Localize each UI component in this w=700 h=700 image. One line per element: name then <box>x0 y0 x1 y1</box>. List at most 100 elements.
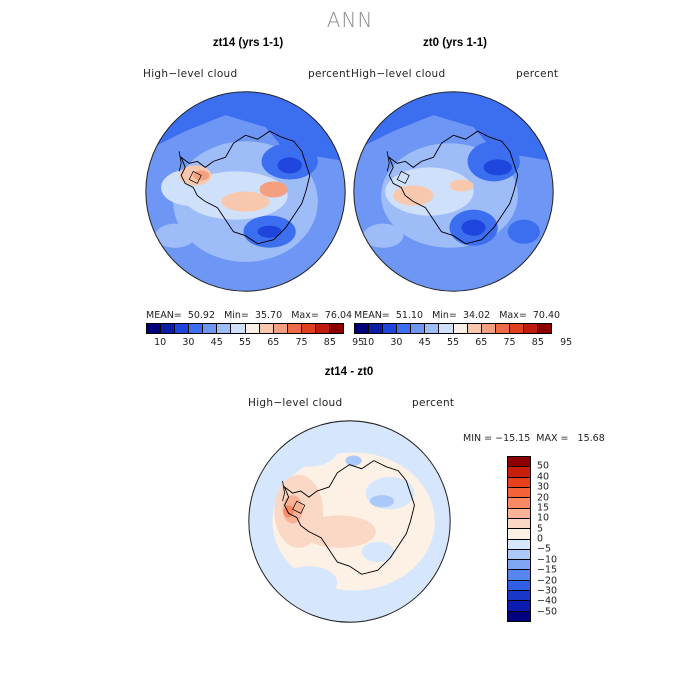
panel-2-colorbar-ticks: 10 30 45 55 65 75 85 95 <box>354 337 572 349</box>
panel-2-title: zt0 (yrs 1-1) <box>423 37 487 49</box>
colorbar-swatch <box>355 324 370 333</box>
colorbar-swatch <box>508 549 530 561</box>
colorbar-swatch <box>161 324 176 333</box>
colorbar-swatch <box>508 457 530 468</box>
colorbar-swatch <box>523 324 539 333</box>
panel-2-colorbar <box>354 323 552 334</box>
colorbar-swatch <box>508 611 530 621</box>
colorbar-swatch <box>495 324 510 333</box>
colorbar-tick-label: 85 <box>531 337 544 348</box>
colorbar-swatch <box>301 324 316 333</box>
colorbar-tick-label: 50 <box>537 460 550 472</box>
diff-panel-title: zt14 - zt0 <box>324 366 374 378</box>
colorbar-tick-label: 65 <box>475 337 488 348</box>
panel-1-mean-value: 50.92 <box>187 310 216 321</box>
colorbar-swatch <box>397 324 412 333</box>
colorbar-tick-label: 5 <box>537 523 544 535</box>
colorbar-swatch <box>273 324 288 333</box>
panel-1-map <box>145 91 346 292</box>
panel-1-units: percent <box>308 68 351 80</box>
colorbar-swatch <box>508 570 530 581</box>
panel-1-colorbar-ticks: 10 30 45 55 65 75 85 95 <box>146 337 364 349</box>
colorbar-swatch <box>330 324 344 333</box>
colorbar-tick-label: 10 <box>537 512 550 524</box>
colorbar-swatch <box>508 591 530 602</box>
panel-2-max-label: Max= <box>499 310 527 321</box>
colorbar-swatch <box>217 324 232 333</box>
colorbar-tick-label: −5 <box>537 543 552 555</box>
colorbar-swatch <box>383 324 398 333</box>
colorbar-swatch <box>538 324 552 333</box>
colorbar-swatch <box>508 467 530 478</box>
panel-2-stats: MEAN= 51.10 Min= 34.02 Max= 70.40 <box>354 310 560 321</box>
colorbar-tick-label: 65 <box>267 337 280 348</box>
panel-1-min-value: 35.70 <box>254 310 283 321</box>
colorbar-swatch <box>453 324 468 333</box>
colorbar-tick-label: 45 <box>210 337 223 348</box>
colorbar-swatch <box>425 324 440 333</box>
panel-1-variable: High−level cloud <box>143 68 238 80</box>
colorbar-swatch <box>508 601 530 612</box>
colorbar-tick-label: −20 <box>537 575 558 586</box>
colorbar-swatch <box>189 324 204 333</box>
colorbar-swatch <box>508 580 530 592</box>
colorbar-swatch <box>508 560 530 571</box>
panel-2-max-value: 70.40 <box>532 310 561 321</box>
colorbar-tick-label: −15 <box>537 564 558 576</box>
panel-1-min-label: Min= <box>224 310 249 321</box>
colorbar-tick-label: 45 <box>418 337 431 348</box>
panel-2-map <box>353 91 554 292</box>
colorbar-tick-label: 10 <box>362 337 375 348</box>
colorbar-swatch <box>369 324 384 333</box>
colorbar-tick-label: 30 <box>390 337 403 348</box>
colorbar-tick-label: −10 <box>537 554 558 566</box>
colorbar-tick-label: 75 <box>503 337 516 348</box>
colorbar-swatch <box>508 487 530 499</box>
panel-1-max-label: Max= <box>291 310 319 321</box>
colorbar-swatch <box>509 324 524 333</box>
colorbar-tick-label: −50 <box>537 606 558 618</box>
colorbar-tick-label: 55 <box>238 337 252 348</box>
colorbar-swatch <box>467 324 482 333</box>
colorbar-tick-label: 55 <box>446 337 460 348</box>
colorbar-tick-label: −40 <box>537 595 558 607</box>
panel-2-variable: High−level cloud <box>351 68 446 80</box>
colorbar-swatch <box>315 324 331 333</box>
colorbar-tick-label: 15 <box>537 502 550 514</box>
panel-2-min-label: Min= <box>432 310 457 321</box>
diff-panel-range: MIN = −15.15 MAX = 15.68 <box>463 433 605 444</box>
panel-2-units: percent <box>516 68 559 80</box>
figure-title: ANN <box>326 8 374 32</box>
panel-2-mean-value: 51.10 <box>395 310 424 321</box>
colorbar-swatch <box>439 324 454 333</box>
colorbar-tick-label: 30 <box>182 337 195 348</box>
colorbar-swatch <box>411 324 426 333</box>
colorbar-swatch <box>508 508 530 519</box>
colorbar-tick-label: 85 <box>323 337 336 348</box>
colorbar-swatch <box>508 498 530 509</box>
colorbar-tick-label: 0 <box>537 533 544 545</box>
colorbar-swatch <box>481 324 496 333</box>
panel-1-stats: MEAN= 50.92 Min= 35.70 Max= 76.04 <box>146 310 352 321</box>
colorbar-tick-label: 95 <box>352 337 365 348</box>
panel-2-min-value: 34.02 <box>462 310 491 321</box>
diff-colorbar <box>507 456 531 622</box>
panel-1-colorbar <box>146 323 344 334</box>
panel-1-title: zt14 (yrs 1-1) <box>212 37 284 49</box>
panel-1-mean-label: MEAN= <box>146 310 182 321</box>
diff-panel-units: percent <box>412 397 455 409</box>
colorbar-swatch <box>287 324 302 333</box>
colorbar-swatch <box>245 324 260 333</box>
colorbar-swatch <box>203 324 218 333</box>
diff-panel-variable: High−level cloud <box>248 397 343 409</box>
colorbar-swatch <box>147 324 162 333</box>
colorbar-tick-label: 95 <box>560 337 573 348</box>
colorbar-tick-label: 10 <box>154 337 167 348</box>
colorbar-swatch <box>508 529 530 540</box>
panel-1-max-value: 76.04 <box>324 310 353 321</box>
colorbar-swatch <box>259 324 274 333</box>
diff-colorbar-ticks: 50 40 30 20 15 10 5 0 −5 −10 −15 −20 −30 −40 −50 <box>537 456 577 622</box>
colorbar-swatch <box>231 324 246 333</box>
colorbar-tick-label: 20 <box>537 492 550 503</box>
panel-2-mean-label: MEAN= <box>354 310 390 321</box>
